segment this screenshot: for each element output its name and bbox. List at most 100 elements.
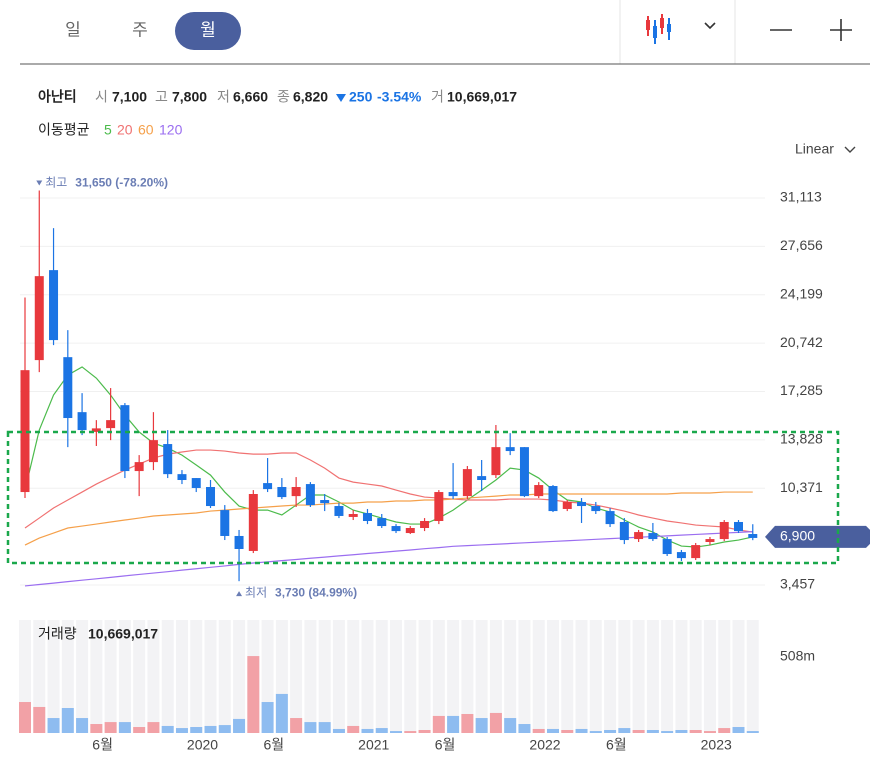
candle-body [662,539,672,555]
volume-bar [532,728,545,733]
volume-column-bg [190,620,203,733]
ma-line [24,449,753,533]
quote-value: 7,800 [172,89,207,105]
candle-body [591,506,601,512]
candle-body [676,552,686,559]
high-marker [36,180,43,186]
volume-bar [703,731,716,733]
x-tick-label: 2021 [358,737,389,753]
volume-bar [689,730,702,733]
volume-column-bg [233,620,246,733]
candle-body [220,510,230,536]
volume-bar [304,722,317,733]
volume-bar [504,718,517,733]
volume-column-bg [290,620,303,733]
volume-column-bg [161,620,174,733]
volume-column-bg [604,620,617,733]
x-tick-label: 6월 [606,737,627,753]
icon-part [660,18,664,28]
candle-body [248,494,258,551]
high-label: 최고 [45,176,67,190]
volume-column-bg [504,620,517,733]
chart-type-button[interactable] [646,14,671,44]
volume-bar [90,724,103,733]
candle-body [91,428,101,432]
volume-total: 10,669,017 [88,626,158,642]
dropdown-chevron[interactable] [704,22,716,30]
volume-column-bg [147,620,160,733]
y-tick-label: 3,457 [780,576,815,592]
candle-body [163,444,173,475]
volume-column-bg [589,620,602,733]
volume-bar [718,728,731,733]
volume-bar [418,730,431,733]
scale-menu[interactable]: Linear [795,141,834,157]
candle-body [477,476,487,481]
candle-body [106,420,116,429]
candle-body [34,276,44,361]
scale-chevron[interactable] [844,146,856,153]
zoom-in-button[interactable] [830,19,852,41]
candle-body [49,270,59,341]
volume-bar [375,728,388,733]
candle-body [505,447,515,452]
volume-column-bg [175,620,188,733]
candle-body [377,518,387,527]
tab-day[interactable]: 일 [65,20,81,39]
candle-body [448,492,458,497]
volume-bar [133,727,146,733]
volume-bar [390,731,403,733]
tab-week[interactable]: 주 [132,20,148,39]
volume-bar [247,656,260,733]
icon-part [653,26,657,38]
volume-column-bg [204,620,217,733]
high-text: 31,650 (-78.20%) [75,176,168,190]
low-label: 최저 [245,585,267,599]
candle-body [291,487,301,497]
candle-body [405,528,415,534]
y-tick-label: 31,113 [780,189,822,205]
tab-month[interactable]: 월 [200,20,216,39]
volume-column-bg [61,620,74,733]
volume-bar [33,706,46,733]
candle-body [491,447,501,476]
change-percent: -3.54% [377,89,422,105]
volume-column-bg [332,620,345,733]
candle-body [277,487,287,498]
volume-column-bg [575,620,588,733]
volume-bar [161,725,174,733]
volume-bar [746,731,759,733]
volume-column-bg [447,620,460,733]
volume-column-bg [518,620,531,733]
quote-value: 10,669,017 [447,89,517,105]
volume-column-bg [318,620,331,733]
volume-bar [646,730,659,733]
low-marker [236,591,243,597]
volume-bar [61,708,74,733]
volume-bar [432,715,445,733]
quote-label: 종 [277,89,290,105]
candle-body [77,412,87,431]
candle-body [362,513,372,522]
volume-bar [218,725,231,733]
y-tick-label: 24,199 [780,285,823,301]
volume-tick-label: 508m [780,648,815,664]
x-tick-label: 6월 [435,737,456,753]
down-arrow [336,94,346,102]
volume-bar [546,728,559,733]
volume-bar [475,718,488,733]
ma-line [24,491,753,546]
volume-column-bg [546,620,559,733]
candle-body [719,521,729,540]
volume-bar [332,728,345,733]
candle-body [420,521,430,529]
volume-column-bg [404,620,417,733]
active-tab-pill[interactable] [175,12,241,50]
candle-body [734,521,743,532]
volume-column-bg [661,620,674,733]
candle-body [562,501,572,509]
volume-bar [204,725,217,733]
candle-body [148,440,158,463]
quote-value: 7,100 [112,89,147,105]
